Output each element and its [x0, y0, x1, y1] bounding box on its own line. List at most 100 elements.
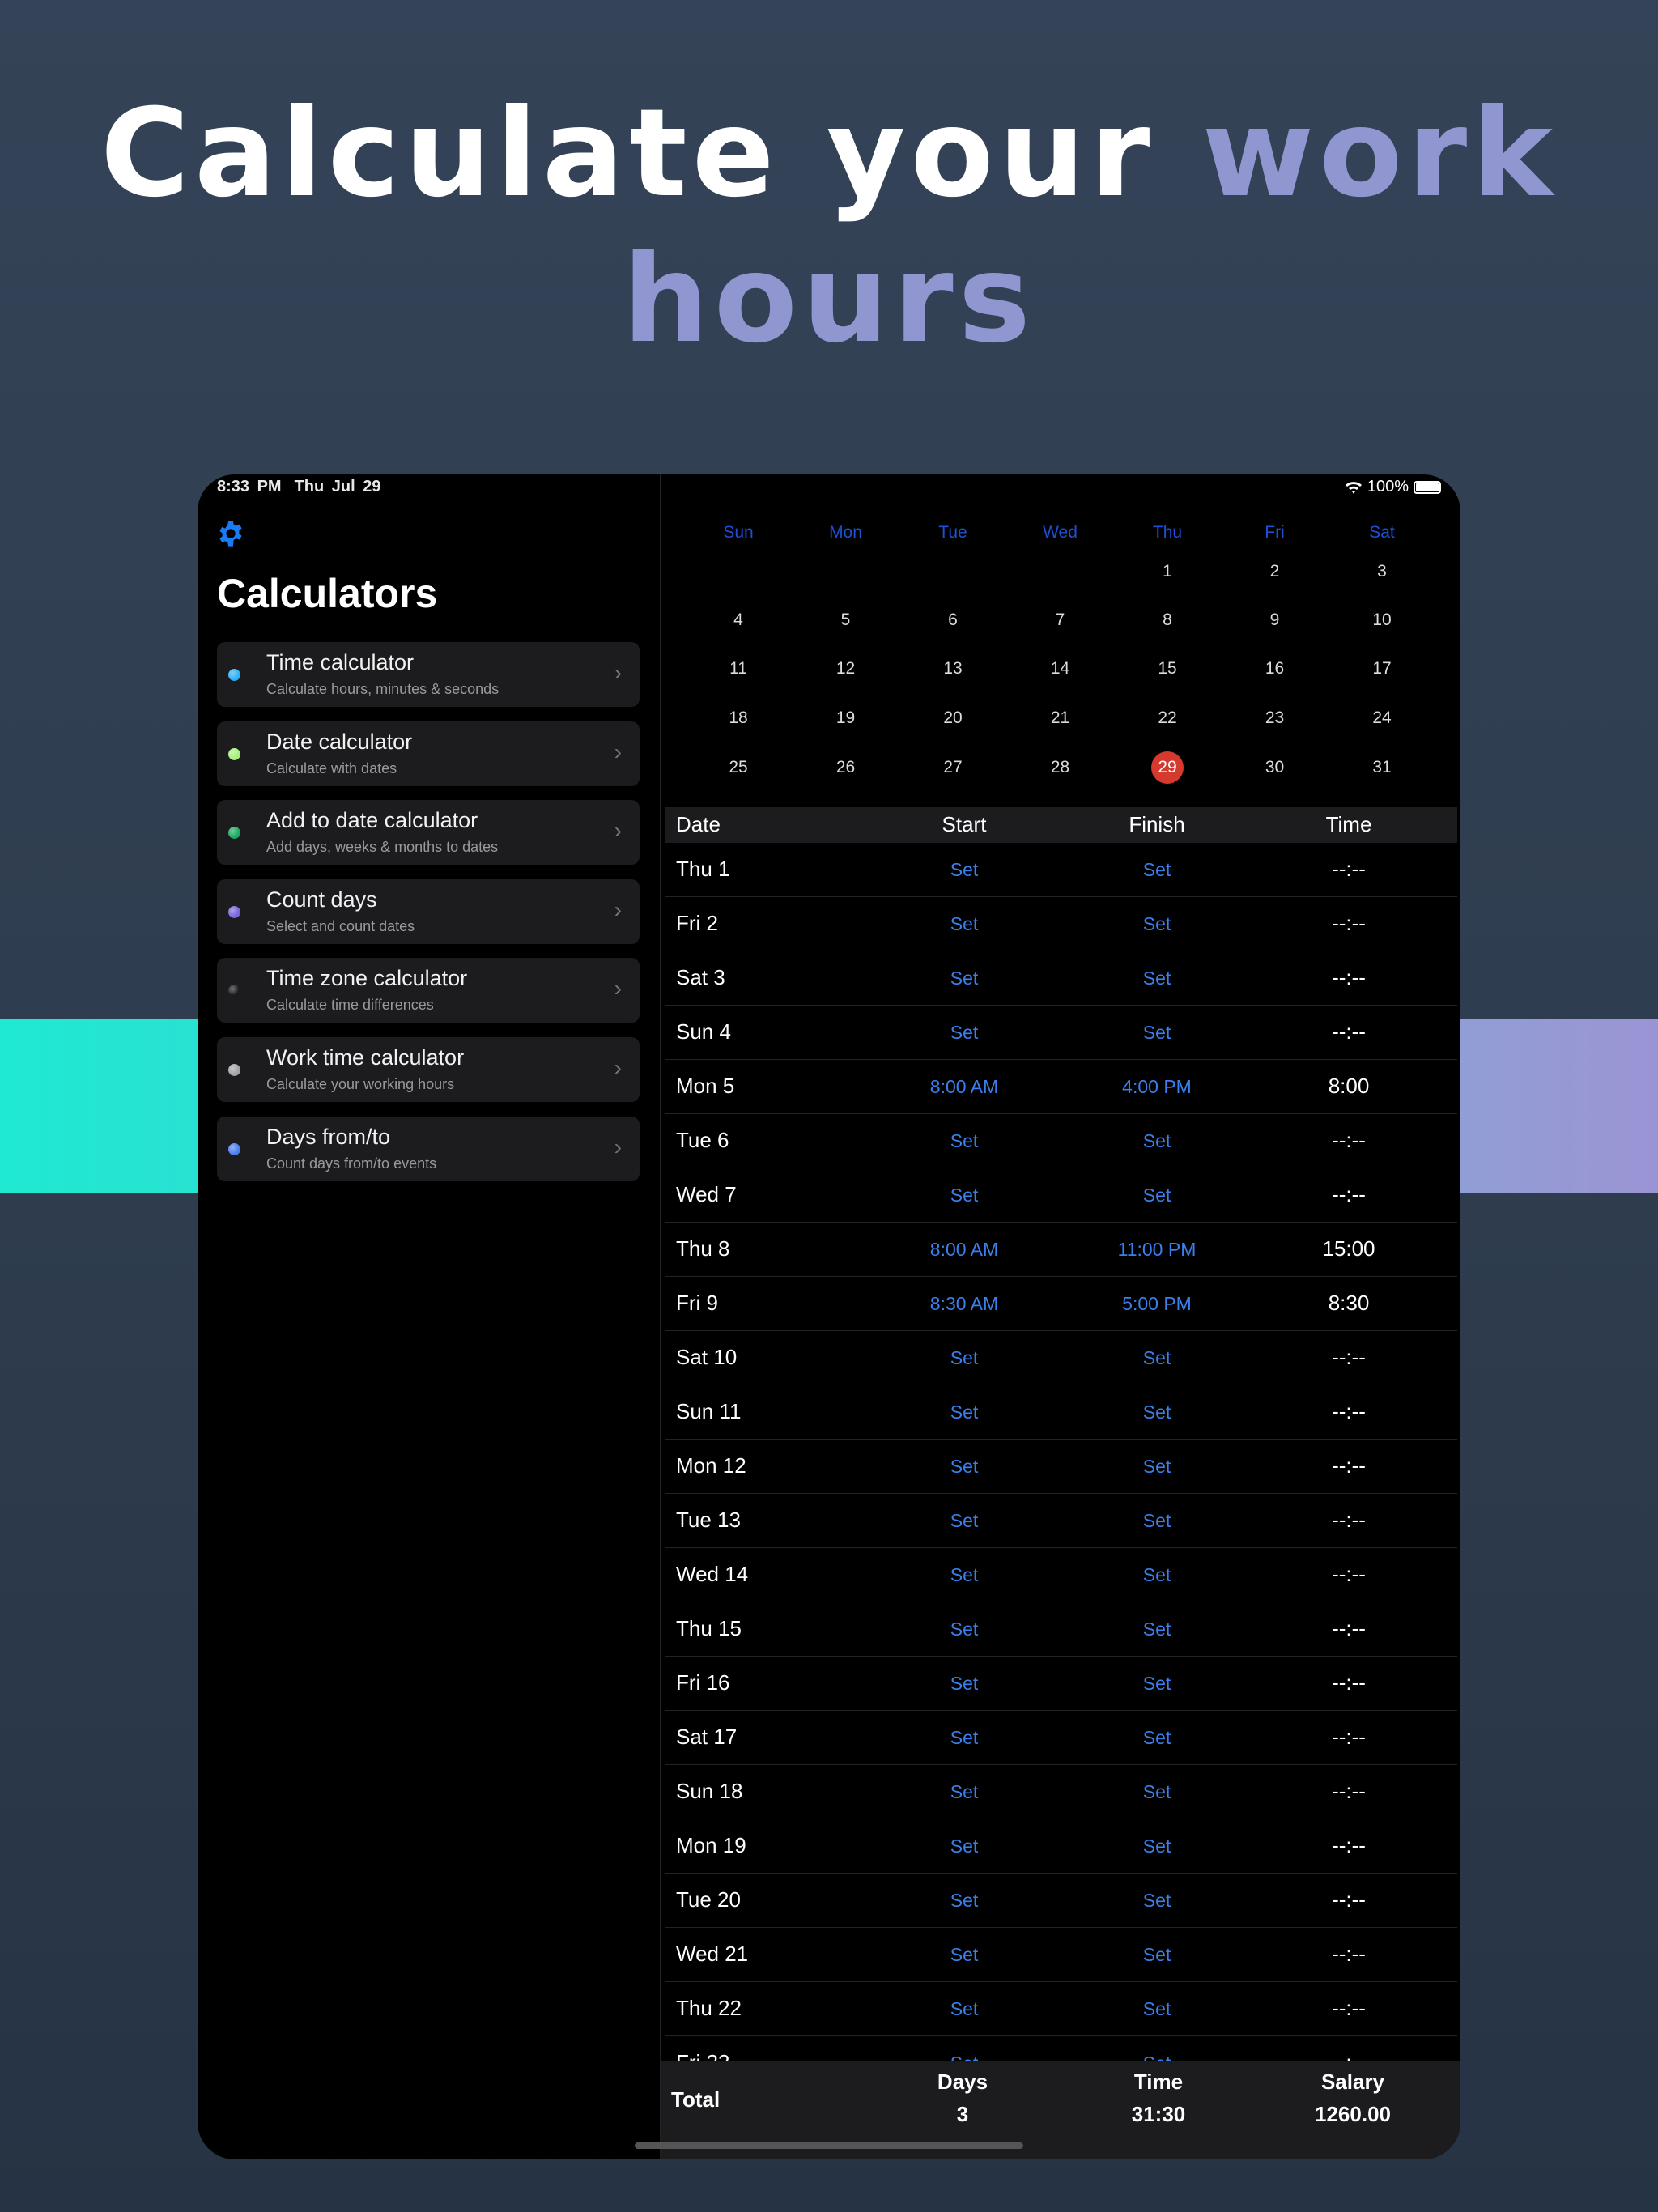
calendar-day[interactable]: 8	[1163, 610, 1172, 629]
sidebar-item-work-time-calculator[interactable]: Work time calculator Calculate your worki…	[217, 1037, 640, 1102]
start-time-button[interactable]: Set	[950, 968, 979, 989]
finish-time-button[interactable]: 5:00 PM	[1122, 1293, 1192, 1314]
start-time-button[interactable]: Set	[950, 1727, 979, 1748]
weekday-label: Fri	[1265, 523, 1285, 542]
calendar-day[interactable]: 9	[1269, 610, 1280, 629]
start-time-button[interactable]: Set	[950, 1347, 979, 1368]
finish-time-button[interactable]: Set	[1142, 968, 1171, 989]
item-title: Time calculator	[266, 650, 414, 674]
calendar-day[interactable]: 14	[1050, 659, 1070, 678]
finish-time-button[interactable]: Set	[1142, 1510, 1171, 1531]
finish-time-button[interactable]: 11:00 PM	[1117, 1239, 1197, 1260]
finish-time-button[interactable]: Set	[1142, 1944, 1171, 1965]
start-time-button[interactable]: Set	[950, 1836, 979, 1857]
calendar-day[interactable]: 11	[729, 659, 747, 678]
sidebar-item-days-from-to[interactable]: Days from/to Count days from/to events ›	[217, 1116, 640, 1181]
start-time-button[interactable]: Set	[950, 1022, 979, 1043]
start-time-button[interactable]: Set	[950, 1402, 979, 1423]
calendar-day[interactable]: 31	[1372, 758, 1392, 776]
calendar-day[interactable]: 28	[1050, 758, 1070, 776]
finish-time-button[interactable]: Set	[1142, 1564, 1171, 1585]
start-time-button[interactable]: Set	[950, 1673, 979, 1694]
finish-time-button[interactable]: 4:00 PM	[1122, 1076, 1192, 1097]
start-time-button[interactable]: Set	[950, 1564, 979, 1585]
calendar-day[interactable]: 4	[733, 610, 743, 629]
finish-time-button[interactable]: Set	[1142, 1727, 1171, 1748]
calendar-day[interactable]: 30	[1265, 758, 1285, 776]
calendar-day[interactable]: 21	[1050, 708, 1070, 727]
finish-time-button[interactable]: Set	[1142, 1619, 1171, 1640]
finish-time-button[interactable]: Set	[1142, 1673, 1171, 1694]
start-time-button[interactable]: Set	[950, 1185, 979, 1206]
finish-time-button[interactable]: Set	[1092, 2052, 1222, 2061]
start-time-button[interactable]: Set	[950, 1890, 979, 1911]
sidebar-item-date-calculator[interactable]: Date calculator Calculate with dates ›	[217, 721, 640, 786]
finish-time-button[interactable]: Set	[1142, 1836, 1171, 1857]
calendar-day[interactable]: 13	[943, 659, 963, 678]
finish-time-button[interactable]: Set	[1142, 1130, 1171, 1151]
calendar-day[interactable]: 19	[835, 708, 856, 727]
start-time-button[interactable]: 8:00 AM	[929, 1239, 999, 1260]
start-time-button[interactable]: Set	[950, 1130, 979, 1151]
row-date: Tue 20	[676, 1887, 741, 1912]
start-time-button[interactable]: Set	[950, 1944, 979, 1965]
start-time-button[interactable]: Set	[950, 913, 979, 934]
calendar-day[interactable]: 10	[1372, 610, 1392, 629]
start-time-button[interactable]: Set	[950, 1781, 979, 1802]
finish-time-button[interactable]: Set	[1142, 859, 1171, 880]
header-start: Start	[942, 812, 987, 836]
finish-time-button[interactable]: Set	[1142, 1402, 1171, 1423]
sidebar-item-count-days[interactable]: Count days Select and count dates ›	[217, 878, 640, 944]
start-time-button[interactable]: Set	[950, 1619, 979, 1640]
finish-time-button[interactable]: Set	[1142, 1456, 1171, 1477]
finish-time-button[interactable]: Set	[1142, 1185, 1171, 1206]
calendar-day[interactable]: 15	[1158, 659, 1177, 678]
start-time-button[interactable]: Set	[950, 1456, 979, 1477]
color-dot-icon	[228, 1064, 240, 1076]
sidebar-item-time-calculator[interactable]: Time calculator Calculate hours, minutes …	[217, 642, 640, 707]
calendar-day[interactable]: 3	[1377, 562, 1387, 581]
start-time-button[interactable]: Set	[950, 1510, 979, 1531]
calendar-day[interactable]: 2	[1269, 562, 1280, 581]
row-duration: --:--	[1332, 1508, 1366, 1532]
calendar-day[interactable]: 17	[1372, 659, 1392, 678]
start-time-button[interactable]: 8:00 AM	[929, 1076, 999, 1097]
home-indicator[interactable]	[635, 2142, 1023, 2149]
sidebar-item-time-zone-calculator[interactable]: Time zone calculator Calculate time diffe…	[217, 958, 640, 1023]
row-date: Wed 7	[676, 1182, 737, 1206]
start-time-button[interactable]: Set	[950, 859, 979, 880]
calendar-day[interactable]: 20	[943, 708, 963, 727]
calendar-day[interactable]: 26	[835, 758, 856, 776]
calendar-day[interactable]: 16	[1265, 659, 1285, 678]
calendar-day[interactable]: 23	[1265, 708, 1285, 727]
finish-time-button[interactable]: Set	[1142, 1781, 1171, 1802]
item-subtitle: Count days from/to events	[266, 1155, 437, 1172]
row-duration: --:--	[1332, 1345, 1366, 1369]
calendar-day[interactable]: 22	[1158, 708, 1177, 727]
row-date: Fri 9	[676, 1291, 718, 1315]
table-body[interactable]: Thu 1 Set Set --:-- Fri 2 Set Set --:-- Sat 3 Set…	[661, 843, 1460, 2061]
calendar-day[interactable]: 5	[840, 610, 851, 629]
calendar-day[interactable]: 12	[835, 659, 856, 678]
table-header: Date Start Finish Time	[665, 807, 1457, 843]
gear-icon[interactable]	[217, 520, 244, 547]
calendar-day-today[interactable]: 29	[1151, 751, 1184, 784]
table-row: Mon 5 8:00 AM 4:00 PM 8:00	[665, 1060, 1457, 1114]
sidebar-item-add-to-date-calculator[interactable]: Add to date calculator Add days, weeks & …	[217, 800, 640, 866]
calendar-day[interactable]: 25	[729, 758, 748, 776]
calendar-day[interactable]: 7	[1055, 610, 1065, 629]
calendar-day[interactable]: 1	[1163, 562, 1172, 581]
calendar-day[interactable]: 27	[943, 758, 963, 776]
finish-time-button[interactable]: Set	[1142, 1347, 1171, 1368]
calendar-day[interactable]: 6	[948, 610, 958, 629]
calendar-day[interactable]: 24	[1372, 708, 1392, 727]
finish-time-button[interactable]: Set	[1142, 1022, 1171, 1043]
start-time-button[interactable]: 8:30 AM	[929, 1293, 999, 1314]
start-time-button[interactable]: Set	[899, 2052, 1029, 2061]
finish-time-button[interactable]: Set	[1142, 913, 1171, 934]
row-date: Wed 14	[676, 1562, 749, 1586]
calendar-day[interactable]: 18	[729, 708, 748, 727]
start-time-button[interactable]: Set	[950, 1998, 979, 2019]
finish-time-button[interactable]: Set	[1142, 1998, 1171, 2019]
finish-time-button[interactable]: Set	[1142, 1890, 1171, 1911]
